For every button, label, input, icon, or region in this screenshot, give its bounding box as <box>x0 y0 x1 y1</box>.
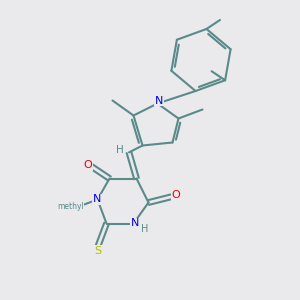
Text: O: O <box>83 160 92 170</box>
Text: H: H <box>141 224 148 234</box>
Text: S: S <box>94 246 101 256</box>
Text: methyl: methyl <box>57 202 84 211</box>
Text: N: N <box>155 95 163 106</box>
Text: O: O <box>172 190 181 200</box>
Text: N: N <box>131 218 139 229</box>
Text: H: H <box>116 145 123 155</box>
Text: N: N <box>93 194 102 205</box>
